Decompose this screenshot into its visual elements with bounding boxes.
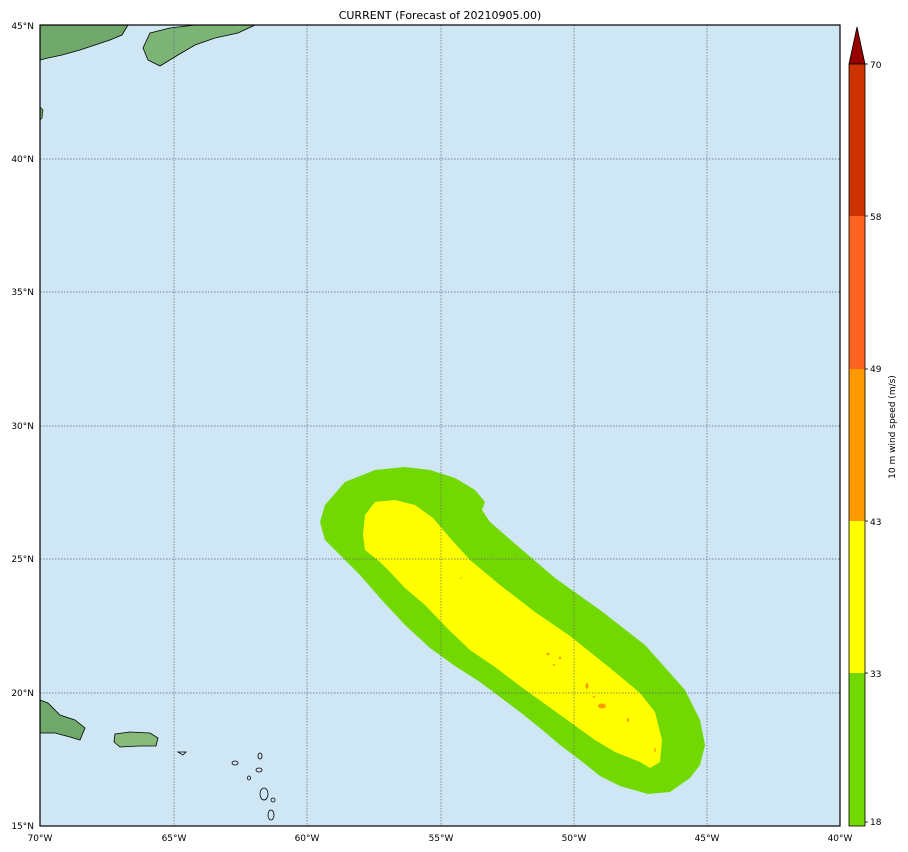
lon-tick: 40°W bbox=[828, 834, 853, 844]
lon-tick: 70°W bbox=[28, 834, 53, 844]
colorbar-tick: 70 bbox=[870, 61, 882, 71]
colorbar-tick: 58 bbox=[870, 213, 882, 223]
map-border bbox=[39, 24, 841, 827]
colorbar-band-58-70 bbox=[849, 64, 865, 216]
lat-tick: 30°N bbox=[11, 422, 34, 432]
lon-tick: 55°W bbox=[429, 834, 454, 844]
ocean bbox=[40, 25, 840, 826]
lon-tick: 60°W bbox=[295, 834, 320, 844]
colorbar-label: 10 m wind speed (m/s) bbox=[888, 375, 898, 479]
colorbar-extend-arrow bbox=[848, 26, 866, 65]
land-nova-scotia bbox=[39, 24, 129, 61]
map-panel bbox=[39, 24, 841, 827]
lat-tick: 25°N bbox=[11, 555, 34, 565]
colorbar-band-49-58 bbox=[849, 216, 865, 369]
colorbar: 18 33 43 49 58 70 10 m wind speed (m/s) bbox=[848, 26, 898, 828]
map-gridlines bbox=[40, 25, 840, 826]
lat-tick: 45°N bbox=[11, 22, 34, 32]
colorbar-tick: 33 bbox=[870, 670, 881, 680]
land-puerto-rico bbox=[113, 731, 159, 748]
lon-tick: 45°W bbox=[695, 834, 720, 844]
colorbar-tick: 49 bbox=[870, 365, 882, 375]
colorbar-band-33-43 bbox=[849, 521, 865, 673]
colorbar-tick: 18 bbox=[870, 818, 882, 828]
lon-tick: 65°W bbox=[162, 834, 187, 844]
lon-ticks: 70°W 65°W 60°W 55°W 50°W 45°W 40°W bbox=[28, 834, 853, 844]
land-lesser-antilles bbox=[176, 751, 276, 821]
colorbar-band-18-33 bbox=[849, 673, 865, 826]
land-hispaniola bbox=[39, 699, 86, 741]
colorbar-border bbox=[848, 63, 866, 827]
lat-tick: 40°N bbox=[11, 155, 34, 165]
lat-tick: 20°N bbox=[11, 689, 34, 699]
wind-swath-inner bbox=[363, 500, 662, 768]
lat-tick: 35°N bbox=[11, 288, 34, 298]
wind-spots-43 bbox=[460, 577, 656, 752]
lon-tick: 50°W bbox=[562, 834, 587, 844]
lat-tick: 15°N bbox=[11, 822, 34, 832]
colorbar-tick: 43 bbox=[870, 518, 881, 528]
lat-ticks: 15°N 20°N 25°N 30°N 35°N 40°N 45°N bbox=[11, 22, 34, 832]
map-title: CURRENT (Forecast of 20210905.00) bbox=[338, 9, 542, 22]
colorbar-band-43-49 bbox=[849, 369, 865, 521]
